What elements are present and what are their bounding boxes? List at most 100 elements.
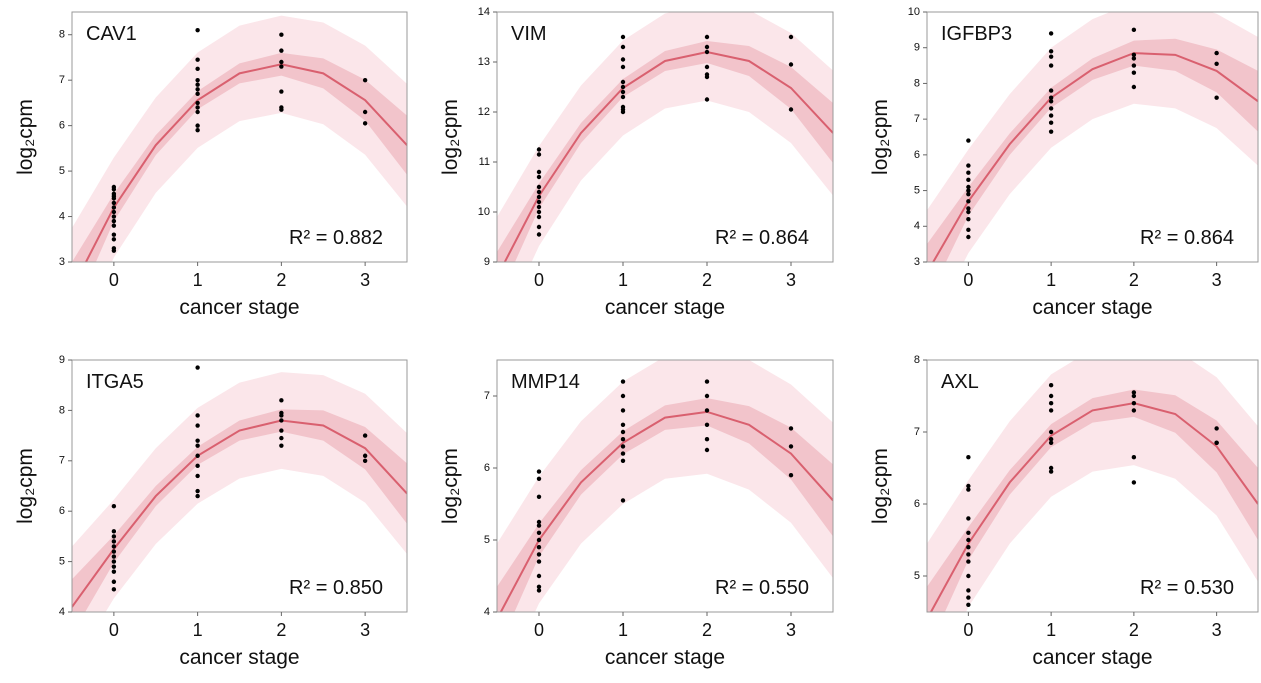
data-point bbox=[111, 205, 117, 210]
x-axis-label: cancer stage bbox=[179, 296, 299, 319]
data-point bbox=[620, 393, 626, 399]
data-point bbox=[704, 447, 710, 453]
annotation: R² = 0.864 bbox=[715, 227, 809, 249]
data-point bbox=[1048, 383, 1054, 388]
data-point bbox=[620, 379, 626, 384]
data-point bbox=[620, 89, 626, 95]
y-tick-label: 8 bbox=[914, 77, 920, 89]
data-point bbox=[111, 549, 117, 554]
data-point bbox=[704, 34, 710, 40]
data-point bbox=[111, 232, 117, 237]
plot-frame bbox=[926, 11, 1259, 263]
data-point bbox=[620, 79, 626, 85]
fit-line bbox=[84, 63, 407, 262]
data-point bbox=[536, 169, 542, 175]
data-point bbox=[1214, 61, 1219, 66]
panel: 4 5 6 7 0 1 2 3 cancer stage log₂cpm MMP14 R² = 0.5… bbox=[439, 359, 834, 669]
data-point bbox=[362, 121, 368, 126]
data-point bbox=[1131, 84, 1137, 90]
data-point bbox=[195, 123, 200, 128]
data-point bbox=[1048, 408, 1054, 413]
x-tick-label: 1 bbox=[1046, 270, 1056, 290]
data-point bbox=[966, 530, 971, 535]
data-point bbox=[1048, 63, 1054, 68]
data-point bbox=[111, 587, 117, 592]
x-tick-label: 0 bbox=[109, 620, 119, 640]
data-point bbox=[1131, 408, 1137, 413]
data-point bbox=[704, 408, 710, 413]
data-point bbox=[1131, 480, 1137, 485]
y-tick-label: 6 bbox=[484, 462, 490, 474]
data-point bbox=[1048, 469, 1054, 474]
x-tick-label: 0 bbox=[534, 270, 544, 290]
prediction-band bbox=[927, 12, 1258, 262]
data-point bbox=[620, 451, 626, 456]
prediction-band bbox=[72, 372, 407, 612]
data-point bbox=[1048, 120, 1054, 125]
data-point bbox=[536, 174, 542, 180]
confidence-band bbox=[927, 389, 1258, 612]
data-point bbox=[620, 458, 626, 463]
data-point bbox=[1214, 50, 1219, 56]
annotation: R² = 0.530 bbox=[1140, 577, 1234, 599]
fit-line bbox=[929, 402, 1258, 612]
x-tick-label: 2 bbox=[702, 620, 712, 640]
plot-frame bbox=[496, 359, 834, 613]
data-point bbox=[620, 84, 626, 90]
data-point bbox=[704, 44, 710, 50]
x-tick-label: 2 bbox=[276, 270, 286, 290]
data-point bbox=[279, 418, 284, 423]
data-point bbox=[1048, 88, 1054, 93]
data-point bbox=[966, 199, 971, 204]
data-point bbox=[279, 107, 284, 112]
data-point bbox=[279, 413, 284, 418]
data-point bbox=[966, 545, 971, 550]
data-point bbox=[966, 455, 971, 460]
data-point bbox=[111, 559, 117, 564]
panel-title: AXL bbox=[941, 371, 979, 393]
data-point bbox=[279, 89, 284, 94]
confidence-band bbox=[927, 38, 1258, 262]
x-axis-label: cancer stage bbox=[179, 646, 299, 669]
data-point bbox=[1048, 99, 1054, 104]
data-point bbox=[966, 209, 971, 215]
panel-title: CAV1 bbox=[86, 23, 137, 45]
x-tick-label: 3 bbox=[360, 270, 370, 290]
panel: 4 5 6 7 8 9 0 1 2 3 cancer stage log₂cpm ITGA5 R² = 0… bbox=[14, 354, 408, 669]
panel-title: IGFBP3 bbox=[941, 23, 1012, 45]
annotation: R² = 0.550 bbox=[715, 577, 809, 599]
x-tick-label: 1 bbox=[618, 620, 628, 640]
data-point bbox=[1131, 455, 1137, 460]
data-point bbox=[195, 488, 200, 494]
data-point bbox=[111, 534, 117, 539]
data-point bbox=[362, 453, 368, 458]
y-tick-label: 13 bbox=[478, 56, 490, 68]
data-point bbox=[966, 227, 971, 233]
data-point bbox=[111, 209, 117, 215]
y-tick-label: 8 bbox=[59, 29, 65, 41]
x-axis-label: cancer stage bbox=[1032, 296, 1152, 319]
y-tick-label: 11 bbox=[479, 156, 490, 168]
y-tick-label: 3 bbox=[59, 256, 65, 268]
data-point bbox=[111, 200, 117, 206]
x-axis-label: cancer stage bbox=[605, 646, 725, 669]
data-point bbox=[111, 554, 117, 559]
data-point bbox=[704, 379, 710, 384]
x-tick-label: 0 bbox=[534, 620, 544, 640]
data-point bbox=[279, 64, 284, 69]
plot-frame bbox=[496, 11, 834, 263]
data-point bbox=[195, 423, 200, 428]
data-point bbox=[966, 188, 971, 193]
data-point bbox=[620, 437, 626, 442]
x-tick-label: 0 bbox=[109, 270, 119, 290]
data-point bbox=[536, 545, 542, 550]
data-point bbox=[1048, 95, 1054, 100]
y-axis-label: log₂cpm bbox=[869, 448, 892, 524]
x-tick-label: 3 bbox=[1212, 270, 1222, 290]
plot-area bbox=[927, 12, 1258, 262]
data-point bbox=[362, 433, 368, 438]
y-tick-label: 6 bbox=[59, 120, 65, 132]
x-tick-label: 0 bbox=[963, 270, 973, 290]
x-tick-label: 2 bbox=[702, 270, 712, 290]
data-point bbox=[1048, 465, 1054, 471]
